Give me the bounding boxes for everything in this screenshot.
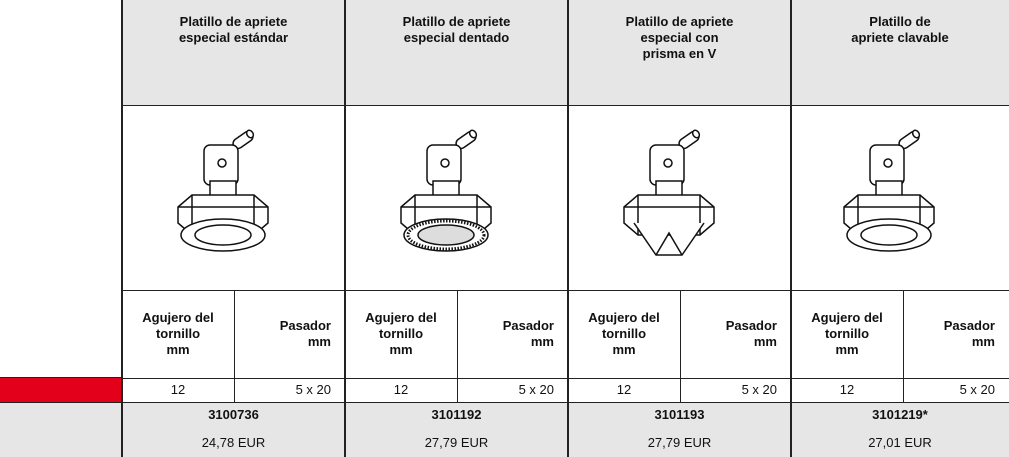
text-line: Agujero del <box>142 310 214 325</box>
value: 12 <box>616 382 632 397</box>
text-line: Pasador <box>502 318 554 333</box>
product-icon <box>399 129 492 252</box>
text-line: Platillo de apriete <box>625 14 734 29</box>
text-line: tornillo <box>601 326 647 341</box>
text-line: Pasador <box>943 318 995 333</box>
text-line: mm <box>612 342 636 357</box>
sub-divider <box>680 290 681 402</box>
order-row-bg <box>0 402 1009 457</box>
sub-header: Agujero del tornillo mm <box>345 290 457 378</box>
row-line <box>122 378 1009 379</box>
text-line: especial estándar <box>178 30 289 45</box>
text-line: mm <box>530 334 554 349</box>
value: 12 <box>170 382 186 397</box>
value: 5 x 20 <box>959 382 995 397</box>
product-icon <box>622 129 715 256</box>
column-title: Platillo de apriete especial estándar <box>122 0 345 105</box>
column-title: Platillo de apriete clavable <box>791 0 1009 105</box>
text-line: tornillo <box>155 326 201 341</box>
text-line: mm <box>389 342 413 357</box>
order-number: 3101193 <box>654 407 705 422</box>
price-label <box>0 428 122 457</box>
column-title: Platillo de apriete especial con prisma en… <box>568 0 791 105</box>
order-label <box>0 402 122 428</box>
order-number: 3100736 <box>208 407 259 422</box>
column-divider <box>567 0 569 457</box>
product-icon <box>843 129 935 252</box>
sub-header: Agujero del tornillo mm <box>122 290 234 378</box>
text-line: Platillo de apriete <box>179 14 288 29</box>
value: 5 x 20 <box>741 382 777 397</box>
price: 27,79 EUR <box>647 434 712 450</box>
text-line: Platillo de apriete <box>402 14 511 29</box>
product-image <box>345 105 568 290</box>
text-line: mm <box>307 334 331 349</box>
price: 27,01 EUR <box>868 434 932 450</box>
column-divider <box>790 0 792 457</box>
text-line: Pasador <box>725 318 777 333</box>
sub-header: Pasador mm <box>903 290 1009 378</box>
text-line: mm <box>753 334 777 349</box>
order-number: 3101219* <box>872 407 928 422</box>
sub-divider <box>457 290 458 402</box>
product-image <box>122 105 345 290</box>
header-bg <box>122 0 1009 105</box>
value: 12 <box>839 382 855 397</box>
text-line: tornillo <box>378 326 424 341</box>
price: 27,79 EUR <box>424 434 489 450</box>
product-icon <box>176 129 269 252</box>
sub-header: Pasador mm <box>234 290 345 378</box>
sub-divider <box>234 290 235 402</box>
value: 5 x 20 <box>295 382 331 397</box>
product-image <box>791 105 1009 290</box>
text-line: prisma en V <box>642 46 717 61</box>
text-line: Pasador <box>279 318 331 333</box>
text-line: Agujero del <box>811 310 883 325</box>
text-line: mm <box>835 342 859 357</box>
product-image <box>568 105 791 290</box>
sub-header: Pasador mm <box>457 290 568 378</box>
text-line: especial dentado <box>403 30 510 45</box>
text-line: Platillo de <box>869 14 931 29</box>
column-title: Platillo de apriete especial dentado <box>345 0 568 105</box>
text-line: apriete clavable <box>851 30 949 45</box>
text-line: Agujero del <box>588 310 660 325</box>
sub-divider <box>903 290 904 402</box>
text-line: Agujero del <box>365 310 437 325</box>
value: 12 <box>393 382 409 397</box>
price: 24,78 EUR <box>201 434 266 450</box>
sub-header: Agujero del tornillo mm <box>568 290 680 378</box>
value: 5 x 20 <box>518 382 554 397</box>
row-line <box>0 377 122 378</box>
text-line: mm <box>166 342 190 357</box>
column-divider <box>121 0 123 457</box>
text-line: especial con <box>640 30 719 45</box>
model-label <box>0 378 122 402</box>
row-line <box>0 402 1009 403</box>
column-divider <box>344 0 346 457</box>
sub-header: Agujero del tornillo mm <box>791 290 903 378</box>
sub-header: Pasador mm <box>680 290 791 378</box>
order-number: 3101192 <box>431 407 482 422</box>
text-line: tornillo <box>824 326 870 341</box>
text-line: mm <box>971 334 995 349</box>
row-line <box>122 105 1009 106</box>
row-line <box>122 290 1009 291</box>
